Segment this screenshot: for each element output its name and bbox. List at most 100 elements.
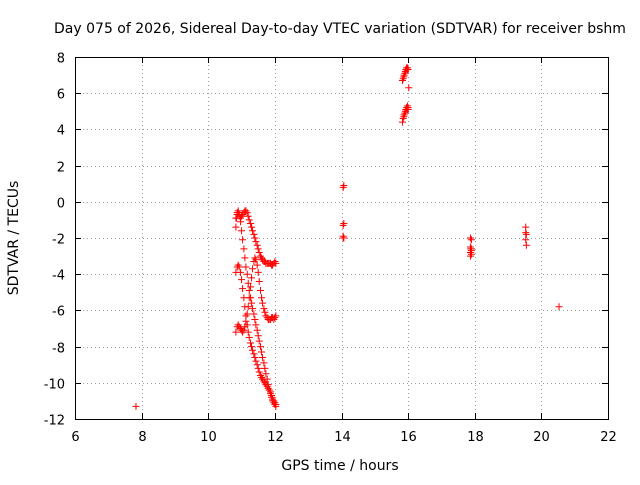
y-tick-label: -6 xyxy=(52,305,65,320)
data-point xyxy=(243,270,251,278)
data-point xyxy=(264,384,272,392)
data-point xyxy=(239,236,247,244)
data-point xyxy=(261,364,269,372)
y-tick-label: 0 xyxy=(57,197,65,212)
data-point xyxy=(248,223,256,231)
data-point xyxy=(238,227,246,235)
data-point xyxy=(522,236,530,244)
data-point xyxy=(250,310,258,318)
x-tick-label: 12 xyxy=(267,430,284,445)
data-point xyxy=(249,305,257,313)
data-point xyxy=(244,212,252,220)
data-point xyxy=(244,279,252,287)
y-tick-label: -10 xyxy=(44,378,65,393)
data-point xyxy=(132,402,140,410)
data-point xyxy=(403,64,411,72)
data-point xyxy=(555,303,563,311)
data-point xyxy=(237,214,245,222)
data-point xyxy=(466,252,474,260)
y-tick-label: 2 xyxy=(57,161,65,176)
y-tick-label: -4 xyxy=(52,269,65,284)
data-point xyxy=(522,229,530,237)
data-point xyxy=(268,391,276,399)
data-point xyxy=(260,359,268,367)
data-point xyxy=(257,343,265,351)
data-point xyxy=(235,263,243,271)
data-point xyxy=(258,348,266,356)
data-point xyxy=(340,182,348,190)
data-point xyxy=(245,216,253,224)
x-tick-label: 22 xyxy=(600,430,617,445)
data-point xyxy=(253,326,261,334)
x-axis-label: GPS time / hours xyxy=(281,458,398,474)
data-point xyxy=(261,379,269,387)
data-point xyxy=(239,210,247,218)
data-point xyxy=(467,236,475,244)
data-point xyxy=(398,77,406,85)
data-point xyxy=(401,109,409,117)
data-point xyxy=(257,252,265,260)
data-point xyxy=(271,314,279,322)
data-point xyxy=(259,375,267,383)
data-point xyxy=(255,248,263,256)
y-tick-label: 4 xyxy=(57,124,65,139)
data-point xyxy=(249,265,257,273)
x-tick-label: 8 xyxy=(138,430,146,445)
data-point xyxy=(522,241,530,249)
y-axis-label: SDTVAR / TECUs xyxy=(6,181,22,296)
data-point xyxy=(254,364,262,372)
data-point xyxy=(247,339,255,347)
data-point xyxy=(232,328,240,336)
data-point xyxy=(248,343,256,351)
data-point xyxy=(255,368,263,376)
data-point xyxy=(258,373,266,381)
data-point xyxy=(251,234,259,242)
data-point xyxy=(272,312,280,320)
axis-ticks: 6 8 10 12 14 16 18 20 22 -12 -10 -8 -6 -4 -2 0 2 4 6 8 xyxy=(44,52,617,446)
data-point xyxy=(249,346,257,354)
data-point xyxy=(242,317,250,325)
data-points xyxy=(132,64,563,410)
data-point xyxy=(241,254,249,262)
data-point xyxy=(272,401,280,409)
data-point xyxy=(271,399,279,407)
data-point xyxy=(247,283,255,291)
data-point xyxy=(244,303,252,311)
data-point xyxy=(262,381,270,389)
data-point xyxy=(267,388,275,396)
data-point xyxy=(238,212,246,220)
data-point xyxy=(261,308,269,316)
data-point xyxy=(339,221,347,229)
data-point xyxy=(254,245,262,253)
data-point xyxy=(241,323,249,331)
data-point xyxy=(245,286,253,294)
data-point xyxy=(245,334,253,342)
y-tick-label: -2 xyxy=(52,233,65,248)
data-point xyxy=(257,286,265,294)
data-point xyxy=(399,115,407,123)
data-point xyxy=(522,230,530,238)
data-point xyxy=(259,299,267,307)
x-tick-label: 14 xyxy=(334,430,351,445)
data-point xyxy=(243,209,251,217)
data-point xyxy=(247,220,255,228)
data-point xyxy=(257,372,265,380)
data-point xyxy=(269,261,277,269)
data-point xyxy=(259,353,267,361)
data-point xyxy=(339,234,347,242)
data-point xyxy=(265,386,273,394)
y-tick-label: -8 xyxy=(52,342,65,357)
data-point xyxy=(269,395,277,403)
data-point xyxy=(271,258,279,266)
data-point xyxy=(399,75,407,83)
data-point xyxy=(242,263,250,271)
data-point xyxy=(263,382,271,390)
x-tick-label: 16 xyxy=(400,430,417,445)
data-point xyxy=(252,256,260,264)
data-point xyxy=(249,227,257,235)
data-point xyxy=(253,361,261,369)
data-point xyxy=(237,325,245,332)
data-point xyxy=(401,69,409,77)
